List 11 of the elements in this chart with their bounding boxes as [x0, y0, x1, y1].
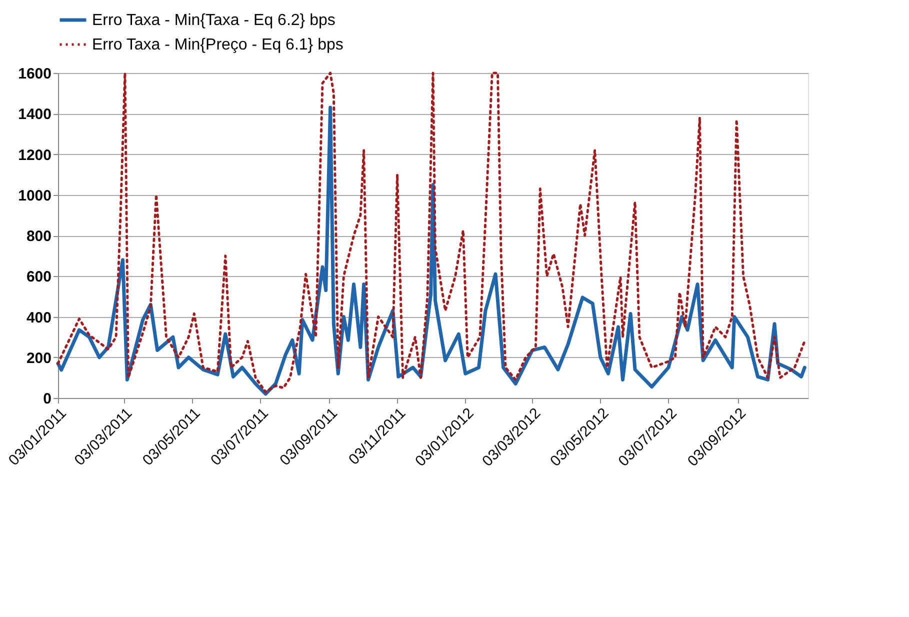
y-tick-label: 1000 [18, 187, 52, 204]
y-tick-label: 0 [43, 390, 52, 408]
y-tick-label: 1400 [18, 106, 52, 124]
y-tick-label: 400 [26, 309, 52, 326]
y-tick-label: 1200 [18, 146, 52, 164]
y-tick-label: 800 [26, 228, 52, 245]
y-tick-label: 200 [26, 350, 52, 367]
legend-label: Erro Taxa - Min{Taxa - Eq 6.2} bps [92, 12, 336, 29]
legend-label: Erro Taxa - Min{Preço - Eq 6.1} bps [92, 36, 344, 54]
y-tick-label: 1600 [18, 66, 52, 82]
y-tick-label: 600 [26, 268, 52, 286]
